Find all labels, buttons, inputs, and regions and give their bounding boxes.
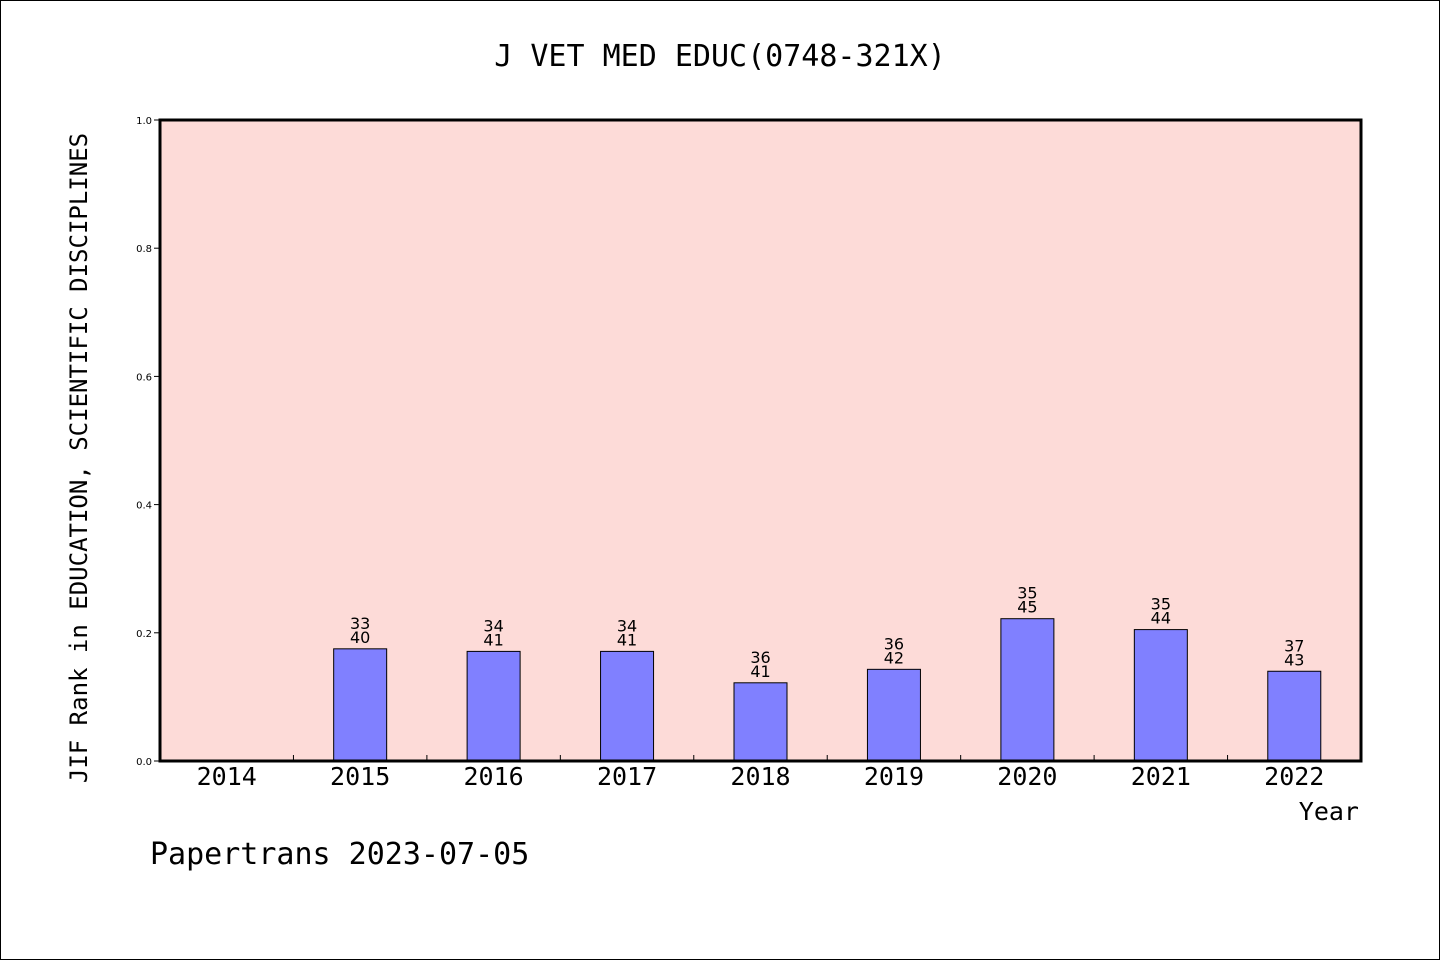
x-tick-label: 2020 <box>997 762 1057 791</box>
y-axis-label: JIF Rank in EDUCATION, SCIENTIFIC DISCIP… <box>65 133 93 783</box>
bar <box>733 682 788 762</box>
bar-rank-label: 36 <box>884 634 904 653</box>
x-tick-label: 2017 <box>597 762 657 791</box>
y-tick-label: 0.2 <box>136 629 152 640</box>
bar-rank-label: 34 <box>483 616 503 635</box>
y-tick-label: 0.8 <box>136 244 152 255</box>
bar-rank-label: 37 <box>1284 636 1304 655</box>
bar-total-label: 41 <box>483 630 503 649</box>
bar-total-label: 41 <box>617 630 637 649</box>
y-tick-label: 0.0 <box>136 757 152 768</box>
y-tick-label: 0.4 <box>136 501 152 512</box>
bar-total-label: 44 <box>1151 609 1171 628</box>
footer-credit: Papertrans 2023-07-05 <box>150 837 529 872</box>
x-axis-label: Year <box>1299 797 1359 826</box>
bar <box>333 648 388 762</box>
x-tick-label: 2022 <box>1264 762 1324 791</box>
x-tick-label: 2016 <box>464 762 524 791</box>
bar-rank-label: 34 <box>617 616 637 635</box>
x-tick-label: 2018 <box>730 762 790 791</box>
bar-rank-label: 35 <box>1151 595 1171 614</box>
bar-total-label: 45 <box>1017 598 1037 617</box>
bar-total-label: 42 <box>884 648 904 667</box>
x-tick-label: 2019 <box>864 762 924 791</box>
bar <box>1000 618 1055 762</box>
bar-total-label: 41 <box>750 662 770 681</box>
y-tick-label: 1.0 <box>136 116 152 127</box>
bar-total-label: 40 <box>350 628 370 647</box>
bar <box>600 650 655 762</box>
bar <box>1133 629 1188 762</box>
chart-title: J VET MED EDUC(0748-321X) <box>494 39 946 74</box>
y-tick-label: 0.6 <box>136 372 152 383</box>
bar-rank-label: 36 <box>750 648 770 667</box>
x-tick-label: 2021 <box>1131 762 1191 791</box>
bar <box>866 668 921 762</box>
bar <box>466 650 521 762</box>
x-tick-label: 2015 <box>330 762 390 791</box>
bar-rank-label: 35 <box>1017 584 1037 603</box>
bar <box>1267 670 1322 762</box>
bar-total-label: 43 <box>1284 650 1304 669</box>
axis-layer: 2014 2015 2016 2017 2018 2019 2020 2021 2022 0.0 0… <box>136 116 1324 791</box>
bar-rank-label: 33 <box>350 614 370 633</box>
plot-border <box>158 118 1363 763</box>
x-tick-label: 2014 <box>197 762 257 791</box>
